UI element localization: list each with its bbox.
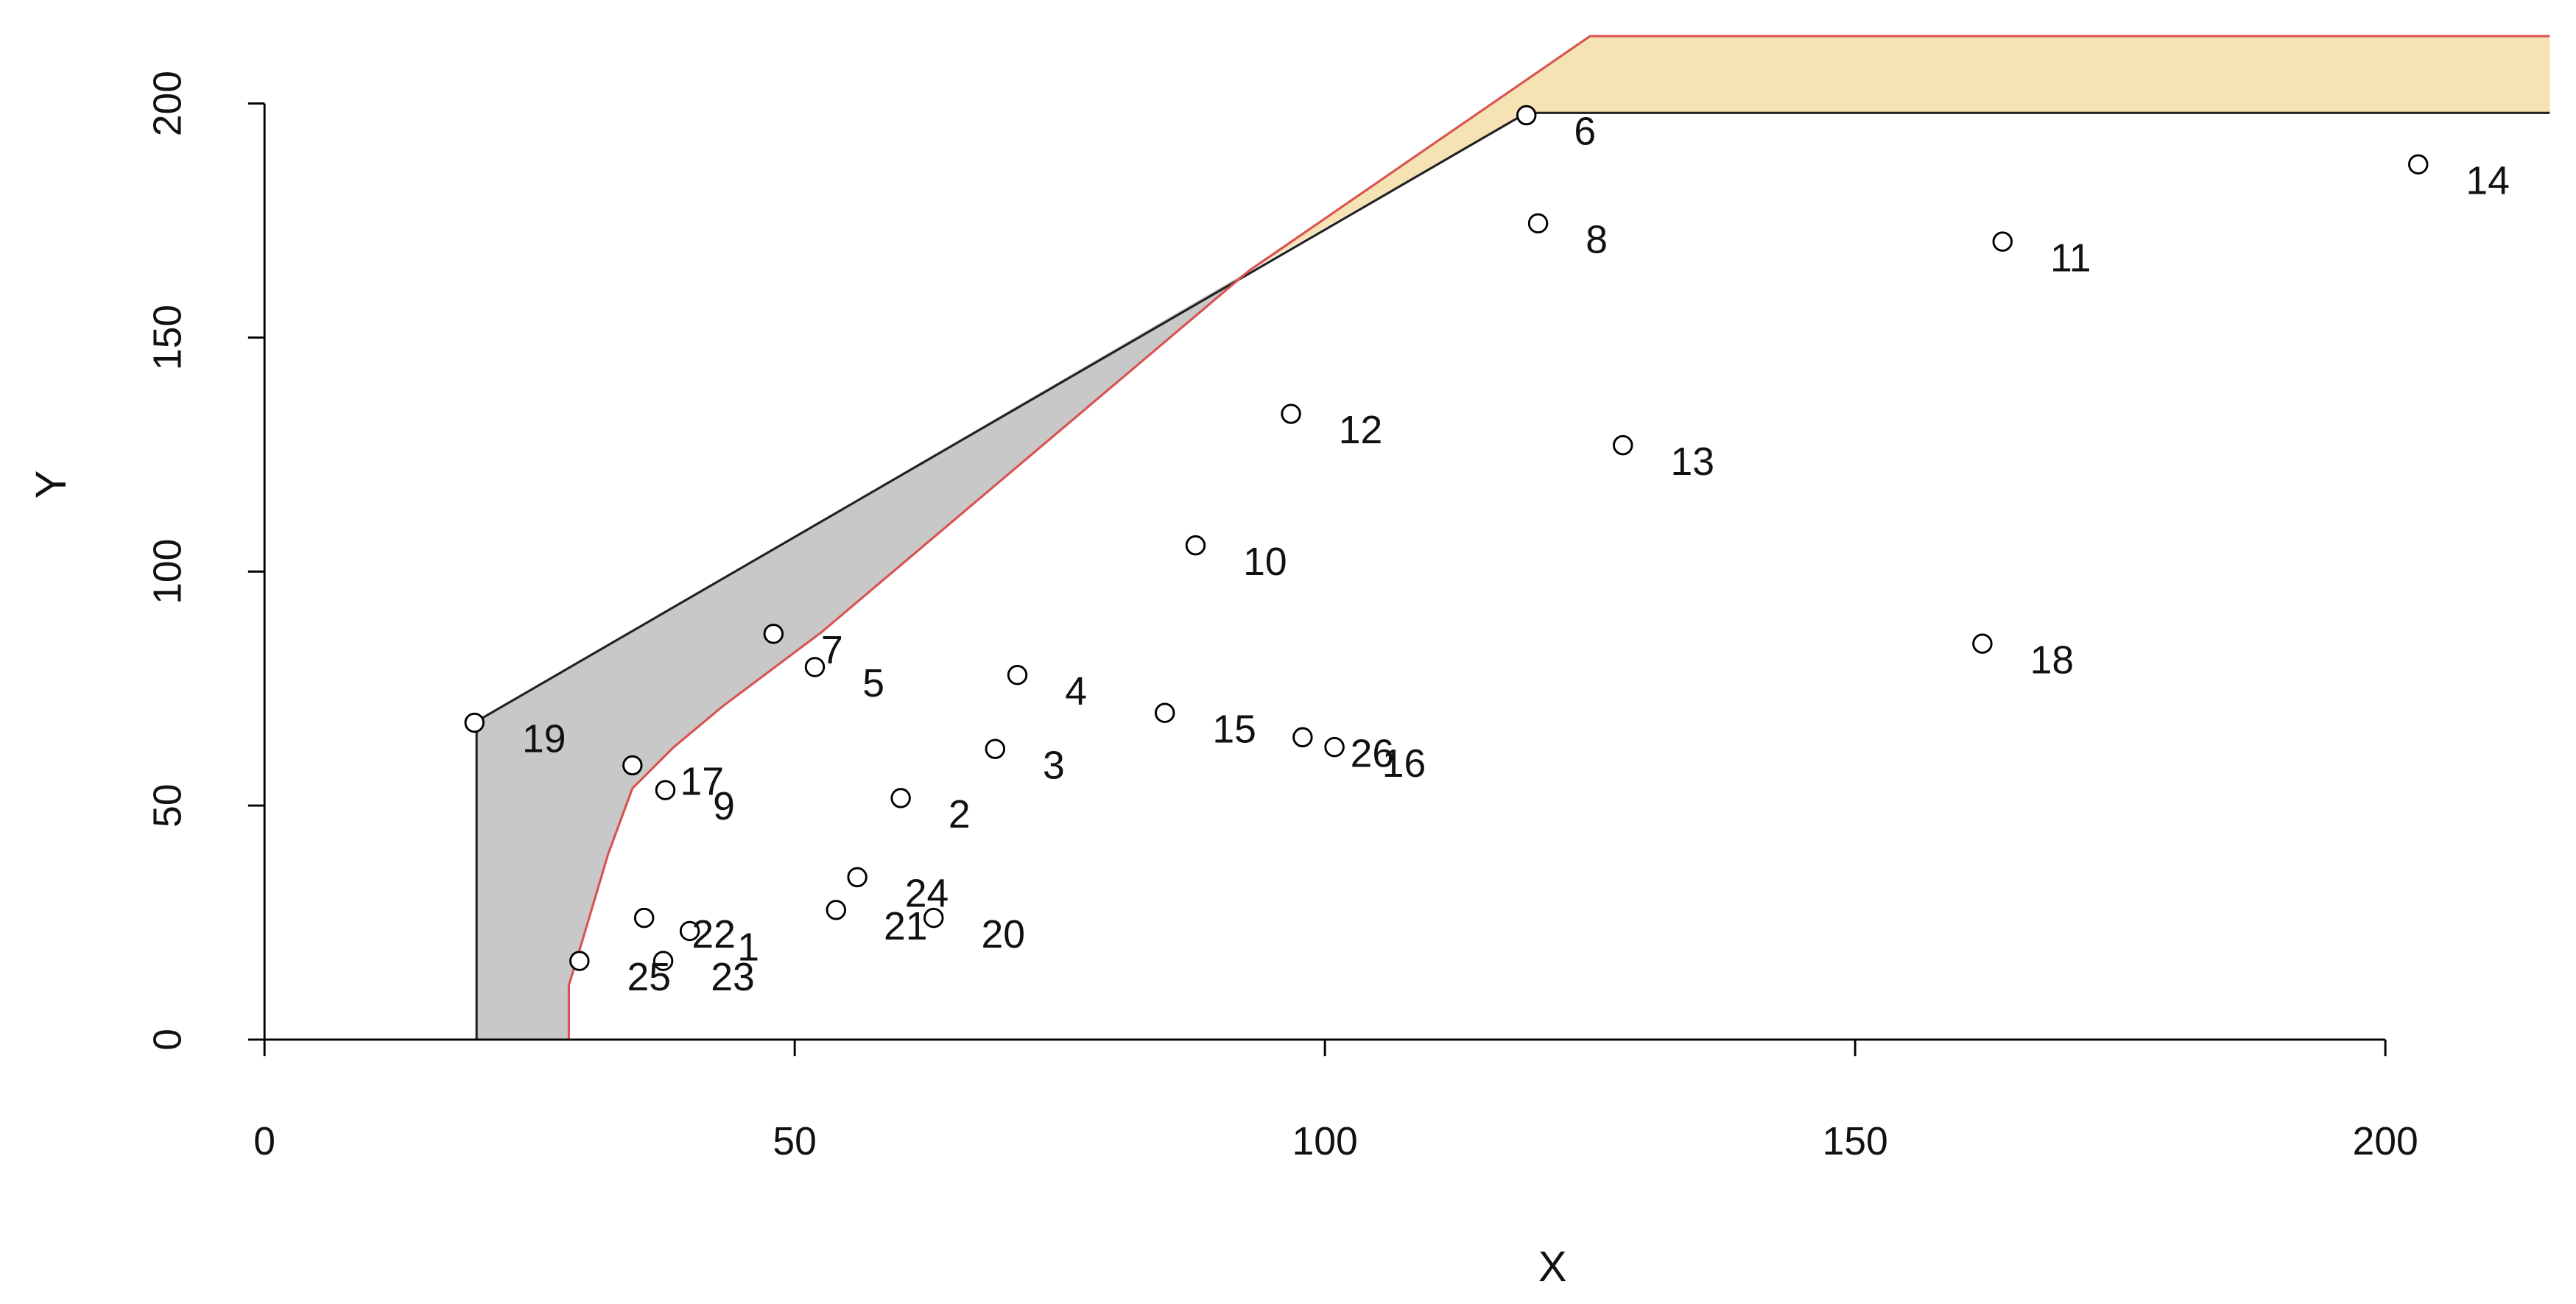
point-label: 2 [949,793,971,836]
x-tick-label: 200 [2352,1120,2418,1163]
shaded-region [1248,36,2550,272]
point [1324,736,1345,758]
point [1527,213,1549,234]
point-label: 1 [737,926,759,970]
point-label: 5 [862,662,884,705]
point-label: 18 [2030,638,2074,682]
y-tick-label: 100 [146,539,189,605]
frontier-line [475,111,2550,1040]
point [1007,665,1028,686]
y-tick-label: 200 [146,71,189,136]
point-label: 20 [981,913,1025,956]
point-label: 3 [1043,744,1065,787]
x-tick-label: 150 [1822,1120,1887,1163]
point [890,788,911,808]
point [826,900,847,920]
point [464,712,485,733]
y-tick-label: 150 [146,305,189,370]
point [1292,727,1313,747]
x-tick-label: 50 [773,1120,817,1163]
point-label: 14 [2466,159,2510,202]
y-tick-label: 50 [146,783,189,828]
point-label: 17 [680,761,725,804]
point-label: 6 [1574,110,1596,154]
point-label: 13 [1670,440,1714,484]
point-label: 26 [1351,732,1395,775]
point [1154,702,1175,723]
point [985,739,1006,759]
point-label: 22 [691,913,736,956]
point [1516,105,1537,126]
point [1972,633,1993,654]
point-label: 16 [1382,742,1426,786]
point-label: 25 [627,956,672,999]
point [633,907,655,928]
x-tick-label: 100 [1292,1120,1357,1163]
point [1613,434,1633,456]
point [923,907,944,928]
point-label: 21 [884,905,928,948]
point [1281,403,1301,424]
point [847,867,868,888]
y-axis-title: Y [28,471,75,499]
point-label: 10 [1243,540,1287,584]
point-label: 7 [821,629,843,672]
y-tick-label: 0 [146,1029,189,1051]
point-label: 24 [905,872,949,915]
point-label: 19 [522,718,566,761]
point [804,657,826,677]
point-label: 8 [1586,218,1608,261]
point-label: 12 [1339,409,1383,452]
point [652,951,674,971]
point-label: 4 [1065,670,1087,713]
point-label: 15 [1212,708,1256,751]
point [622,755,643,776]
point [679,920,700,942]
point [1185,535,1206,556]
x-axis-title: X [1538,1244,1567,1291]
point [569,951,590,971]
point [655,780,676,800]
point-label: 9 [713,785,735,828]
point-label: 23 [711,956,755,999]
point [2408,154,2429,175]
point [763,624,784,644]
x-tick-label: 0 [253,1120,275,1163]
point-label: 11 [2050,236,2091,280]
point [1992,231,2013,252]
shaded-region [476,271,1249,1040]
